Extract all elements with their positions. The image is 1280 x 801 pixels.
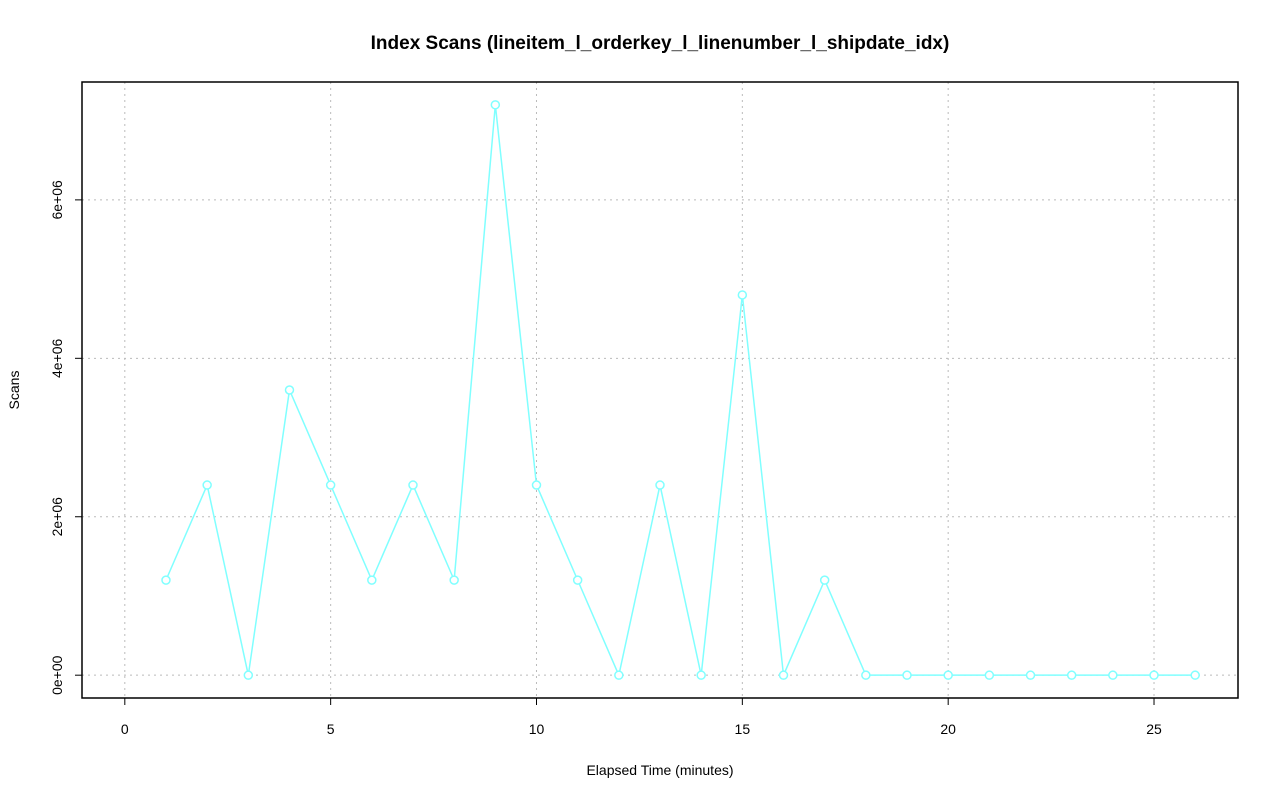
data-point: [696, 670, 706, 680]
plot-frame: [81, 81, 1239, 699]
data-point: [202, 480, 212, 490]
data-point: [778, 670, 789, 680]
data-point: [1149, 670, 1159, 680]
data-point: [655, 480, 665, 490]
data-point: [408, 480, 418, 490]
y-tick-label: 6e+06: [49, 180, 65, 220]
data-point: [819, 575, 830, 585]
data-point: [1108, 670, 1118, 680]
data-point: [572, 575, 583, 585]
data-point: [1066, 670, 1077, 680]
data-point: [902, 670, 912, 680]
data-point: [737, 290, 748, 300]
y-axis-label: Scans: [6, 371, 22, 410]
data-point: [490, 100, 501, 110]
x-tick-label: 0: [121, 721, 129, 737]
y-tick-label: 4e+06: [49, 338, 65, 378]
data-point: [614, 670, 624, 680]
data-point: [161, 575, 171, 585]
data-point: [861, 670, 871, 680]
chart-title: Index Scans (lineitem_l_orderkey_l_linen…: [371, 33, 950, 54]
data-point: [367, 575, 377, 585]
data-point: [531, 480, 542, 490]
x-tick-label: 10: [529, 721, 545, 737]
x-tick-label: 15: [735, 721, 751, 737]
x-tick-label: 20: [940, 721, 956, 737]
x-tick-label: 5: [327, 721, 335, 737]
data-point: [1025, 670, 1036, 680]
series-line: [165, 104, 1196, 679]
data-point: [325, 480, 336, 490]
y-tick-label: 2e+06: [49, 497, 65, 537]
data-point: [984, 670, 995, 680]
x-axis-label: Elapsed Time (minutes): [586, 762, 733, 778]
data-point: [943, 670, 953, 680]
data-point: [243, 670, 254, 680]
data-point: [1190, 670, 1200, 680]
x-tick-label: 25: [1146, 721, 1162, 737]
y-tick-label: 0e+00: [49, 655, 65, 695]
data-point: [449, 575, 459, 585]
data-point: [284, 385, 295, 395]
